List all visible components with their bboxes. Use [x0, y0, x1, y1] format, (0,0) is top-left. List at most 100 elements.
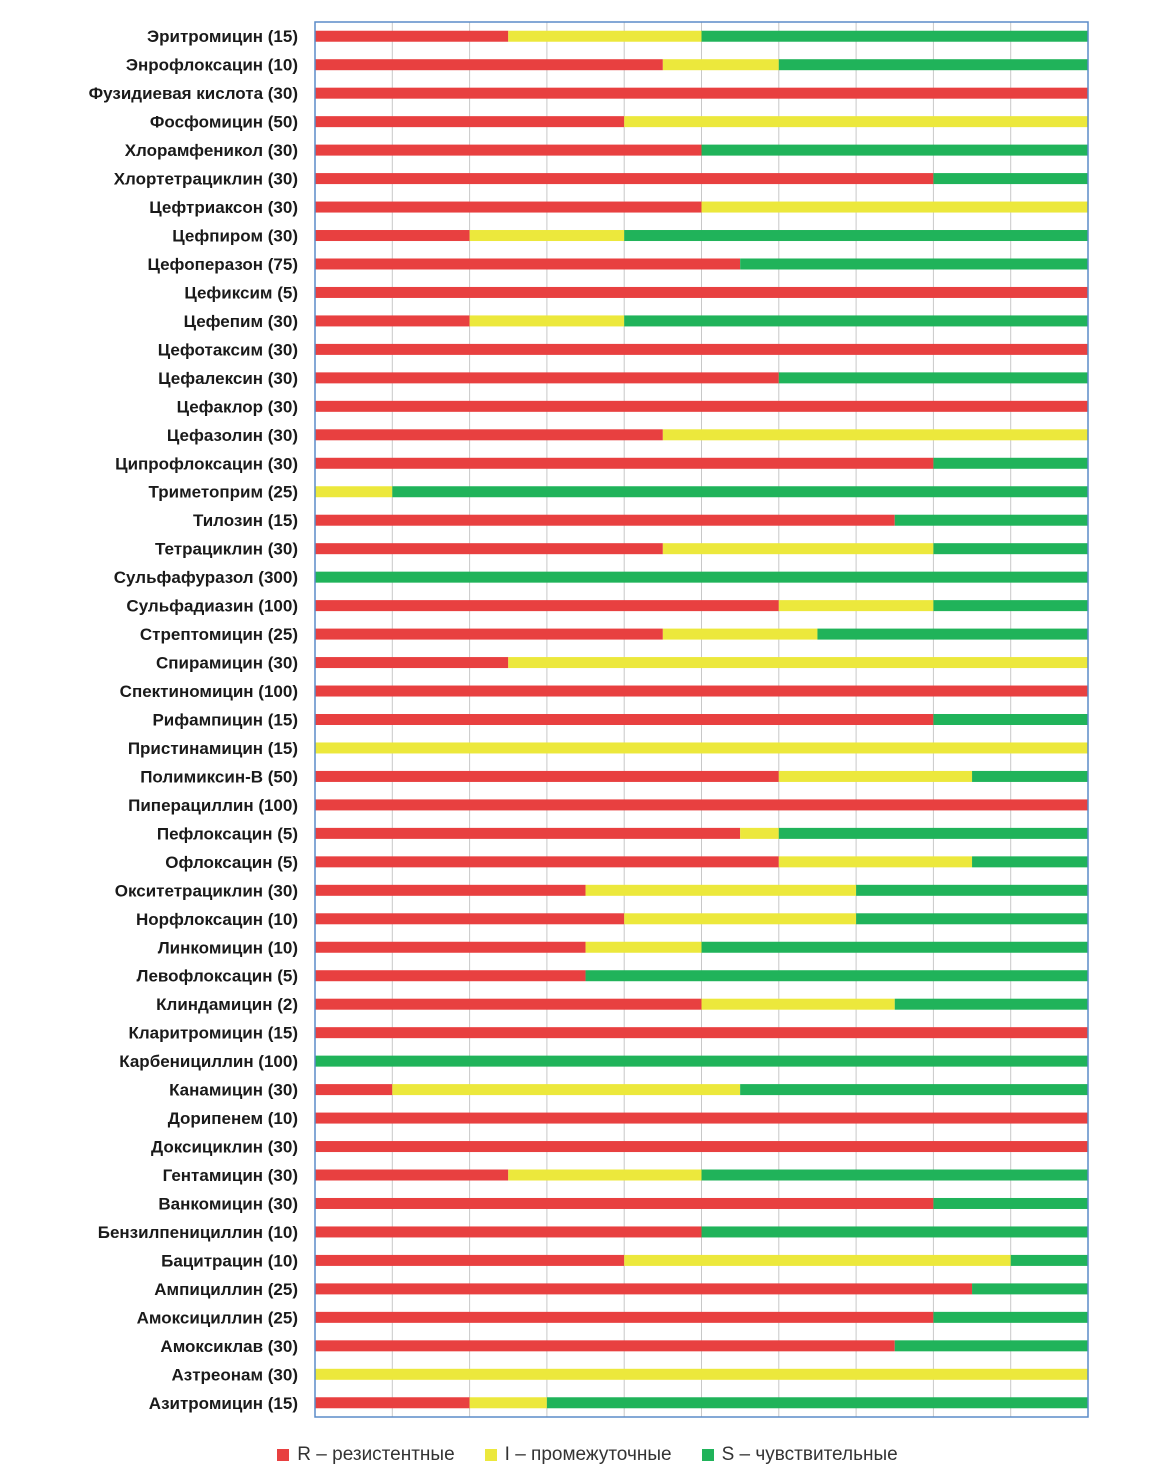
category-label: Фосфомицин (50) — [150, 113, 298, 132]
legend-swatch-s — [701, 1449, 714, 1461]
bar-segment-r — [315, 201, 702, 213]
bar-segment-i — [740, 827, 779, 839]
bar-segment-r — [315, 315, 470, 327]
bar-segment-r — [315, 998, 702, 1010]
category-label: Цефотаксим (30) — [158, 340, 298, 359]
bar-segment-r — [315, 714, 934, 725]
bar-segment-r — [315, 1197, 934, 1209]
plot-frame — [314, 21, 1089, 1418]
bar-segment-s — [1010, 1254, 1088, 1266]
category-label: Пристинамицин (15) — [128, 739, 298, 758]
bar-segment-s — [701, 144, 1088, 156]
category-label: Дорипенем (10) — [168, 1109, 298, 1128]
bar-segment-r — [315, 30, 509, 42]
bar-segment-s — [624, 315, 1088, 327]
bar-segment-i — [315, 1368, 1088, 1380]
bar-segment-s — [972, 770, 1088, 782]
bar-segment-i — [701, 201, 1088, 213]
category-label: Цефпиром (30) — [172, 227, 298, 246]
category-label: Азитромицин (15) — [149, 1394, 298, 1413]
bar-segment-s — [933, 1197, 1088, 1209]
bar-segment-i — [469, 315, 625, 327]
bar-segment-i — [508, 657, 1088, 669]
category-label: Спектиномицин (100) — [120, 682, 298, 701]
category-label: Амоксициллин (25) — [137, 1308, 298, 1327]
bar-segment-r — [315, 59, 663, 71]
bar-segment-i — [624, 913, 857, 925]
bar-segment-s — [392, 486, 1088, 498]
category-label: Эритромицин (15) — [147, 27, 298, 46]
category-label: Бензилпенициллин (10) — [98, 1223, 298, 1242]
bar-segment-s — [585, 970, 1088, 982]
category-label: Стрептомицин (25) — [140, 625, 298, 644]
category-labels: Эритромицин (15) Энрофлоксацин (10) Фузиди… — [89, 27, 298, 1413]
bar-segment-s — [933, 543, 1088, 555]
bar-segment-r — [315, 258, 741, 270]
bar-segment-r — [315, 230, 470, 242]
legend-swatch-i — [484, 1449, 497, 1461]
bar-segment-r — [315, 770, 779, 782]
bar-segment-r — [315, 116, 625, 128]
category-label: Спирамицин (30) — [156, 654, 298, 673]
bar-segment-r — [315, 1084, 393, 1096]
bar-segment-s — [740, 258, 1088, 270]
bar-segment-r — [315, 1169, 509, 1181]
category-label: Канамицин (30) — [169, 1081, 298, 1100]
bar-segment-s — [315, 571, 1088, 583]
bar-segment-i — [662, 543, 934, 555]
category-label: Сульфафуразол (300) — [114, 568, 298, 587]
bar-segment-s — [701, 941, 1088, 953]
legend-item-s: S – чувствительные — [701, 1444, 898, 1466]
category-label: Цефалексин (30) — [158, 369, 298, 388]
category-label: Цефазолин (30) — [167, 426, 298, 445]
category-label: Энрофлоксацин (10) — [126, 56, 298, 75]
bar-segment-r — [315, 941, 586, 953]
bar-segment-s — [894, 998, 1088, 1010]
bar-segment-r — [315, 1340, 895, 1352]
category-label: Триметоприм (25) — [149, 483, 299, 502]
category-label: Бацитрацин (10) — [161, 1251, 298, 1270]
bar-segment-r — [315, 1397, 470, 1409]
bar-segment-s — [546, 1397, 1088, 1409]
bar-segment-s — [933, 457, 1088, 469]
category-label: Цефаклор (30) — [177, 397, 298, 416]
category-label: Пефлоксацин (5) — [157, 824, 298, 843]
category-label: Норфлоксацин (10) — [136, 910, 298, 929]
legend-item-i: I – промежуточные — [484, 1444, 672, 1466]
bar-segment-i — [585, 941, 702, 953]
legend-label-i: I – промежуточные — [504, 1444, 672, 1465]
category-label: Линкомицин (10) — [158, 938, 298, 957]
bar-segment-s — [817, 628, 1088, 640]
category-label: Карбенициллин (100) — [119, 1052, 298, 1071]
bar-segment-s — [856, 913, 1088, 925]
bar-segment-r — [315, 429, 663, 441]
legend-label-r: R – резистентные — [297, 1444, 455, 1465]
bar-segment-i — [315, 742, 1088, 754]
bar-segment-r — [315, 343, 1088, 355]
bar-segment-s — [701, 1169, 1088, 1181]
bar-segment-s — [972, 856, 1088, 868]
bar-segment-r — [315, 1226, 702, 1238]
category-label: Цефиксим (5) — [184, 283, 298, 302]
bar-segment-s — [740, 1084, 1088, 1096]
bar-segment-s — [778, 59, 1088, 71]
bar-segment-i — [662, 429, 1088, 441]
bar-segment-r — [315, 514, 895, 526]
bar-layer — [315, 30, 1088, 1409]
bar-segment-i — [392, 1084, 741, 1096]
bar-segment-r — [315, 457, 934, 469]
bar-segment-i — [585, 884, 857, 896]
bar-segment-i — [624, 1254, 1011, 1266]
category-label: Полимиксин-B (50) — [140, 767, 298, 786]
category-label: Офлоксацин (5) — [165, 853, 298, 872]
bar-segment-i — [469, 230, 625, 242]
bar-segment-s — [894, 1340, 1088, 1352]
bar-segment-r — [315, 600, 779, 612]
category-label: Хлортетрациклин (30) — [114, 170, 298, 189]
bar-segment-s — [624, 230, 1088, 242]
category-label: Азтреонам (30) — [171, 1365, 298, 1384]
category-label: Цефоперазон (75) — [147, 255, 298, 274]
legend-item-r: R – резистентные — [277, 1444, 455, 1466]
bar-segment-r — [315, 657, 509, 669]
legend-label-s: S – чувствительные — [721, 1444, 898, 1465]
